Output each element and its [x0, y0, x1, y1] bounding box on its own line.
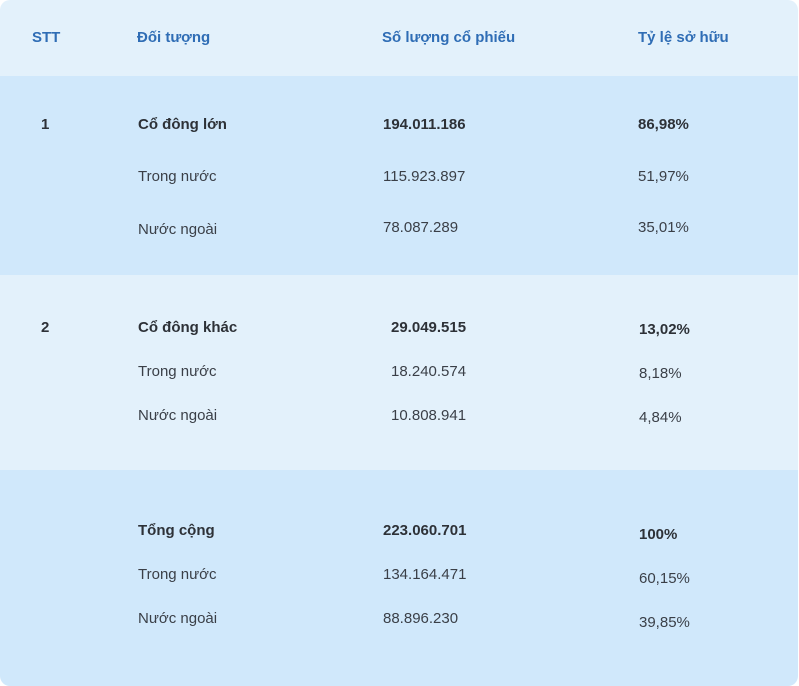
table-header: STT Đối tượng Số lượng cổ phiếu Tỷ lệ sở… [0, 0, 798, 76]
header-subject: Đối tượng [137, 29, 211, 46]
row-ratio: 35,01% [638, 219, 689, 236]
row-label: Trong nước [138, 363, 217, 380]
row-shares: 115.923.897 [383, 168, 466, 185]
row-label: Tổng cộng [138, 522, 215, 539]
row-ratio: 8,18% [639, 365, 682, 382]
row-ratio: 100% [639, 526, 678, 543]
row-ratio: 4,84% [639, 409, 682, 426]
row-label: Nước ngoài [138, 407, 218, 424]
header-stt: STT [32, 29, 61, 46]
group-stt: 1 [41, 116, 50, 133]
row-shares: 223.060.701 [383, 522, 467, 539]
row-label: Nước ngoài [138, 610, 218, 627]
row-label: Cổ đông lớn [138, 116, 227, 133]
row-shares: 88.896.230 [383, 610, 459, 627]
group-stt: 2 [41, 319, 50, 336]
row-shares: 194.011.186 [383, 116, 466, 133]
header-shares: Số lượng cổ phiếu [382, 29, 516, 46]
row-shares: 10.808.941 [391, 407, 467, 424]
row-label: Cổ đông khác [138, 319, 238, 336]
header-ratio: Tỷ lệ sở hữu [638, 29, 729, 46]
row-ratio: 13,02% [639, 321, 690, 338]
group-total: Tổng cộng 223.060.701 100% Trong nước 13… [0, 470, 798, 686]
row-label: Nước ngoài [138, 221, 218, 238]
row-shares: 78.087.289 [383, 219, 459, 236]
row-shares: 18.240.574 [391, 363, 467, 380]
row-ratio: 51,97% [638, 168, 689, 185]
row-shares: 29.049.515 [391, 319, 467, 336]
group-major-shareholders: 1 Cổ đông lớn 194.011.186 86,98% Trong n… [0, 76, 798, 275]
row-label: Trong nước [138, 168, 217, 185]
row-label: Trong nước [138, 566, 217, 583]
row-shares: 134.164.471 [383, 566, 467, 583]
row-ratio: 39,85% [639, 614, 690, 631]
group-other-shareholders: 2 Cổ đông khác 29.049.515 13,02% Trong n… [0, 275, 798, 470]
row-ratio: 86,98% [638, 116, 689, 133]
row-ratio: 60,15% [639, 570, 690, 587]
